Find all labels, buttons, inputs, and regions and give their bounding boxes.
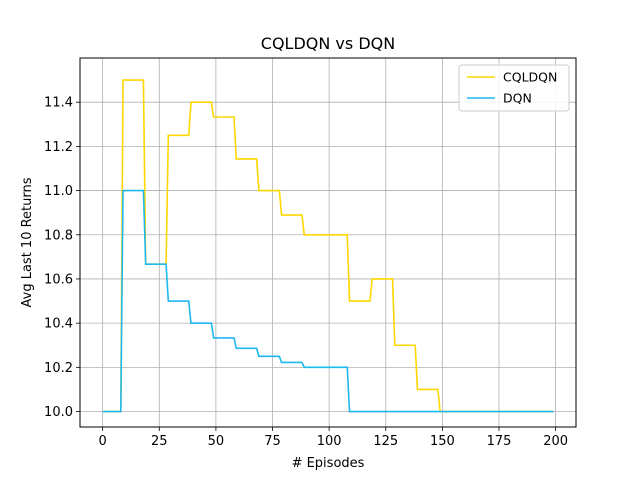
y-tick-label: 10.2	[44, 361, 73, 376]
plot-frame	[79, 57, 577, 428]
x-tick-label: 200	[543, 434, 568, 449]
x-tick-label: 25	[151, 434, 168, 449]
y-tick-label: 10.6	[44, 272, 73, 287]
legend-label: DQN	[503, 91, 532, 106]
y-tick-label: 11.0	[44, 184, 73, 199]
chart-title: CQLDQN vs DQN	[261, 34, 395, 53]
y-tick-label: 11.2	[44, 140, 73, 155]
y-tick-label: 10.0	[44, 405, 73, 420]
y-tick-label: 10.4	[44, 317, 73, 332]
x-tick-label: 75	[264, 434, 281, 449]
ticks: 0 25 50 75 100 125 150 175 200 10.0 10.2 10.4 10.6 10…	[44, 96, 568, 449]
y-tick-label: 11.4	[44, 96, 73, 111]
x-tick-label: 175	[487, 434, 512, 449]
x-tick-label: 100	[317, 434, 342, 449]
legend-label: CQLDQN	[503, 70, 557, 85]
x-tick-label: 150	[430, 434, 455, 449]
y-tick-label: 10.8	[44, 228, 73, 243]
legend: CQLDQN DQN	[458, 64, 570, 112]
series-layer	[102, 79, 554, 413]
x-tick-label: 50	[208, 434, 225, 449]
series-line-dqn	[102, 189, 554, 413]
x-tick-label: 0	[99, 434, 107, 449]
x-axis-label: # Episodes	[292, 456, 365, 471]
y-axis-label: Avg Last 10 Returns	[20, 177, 35, 307]
x-tick-label: 125	[373, 434, 398, 449]
